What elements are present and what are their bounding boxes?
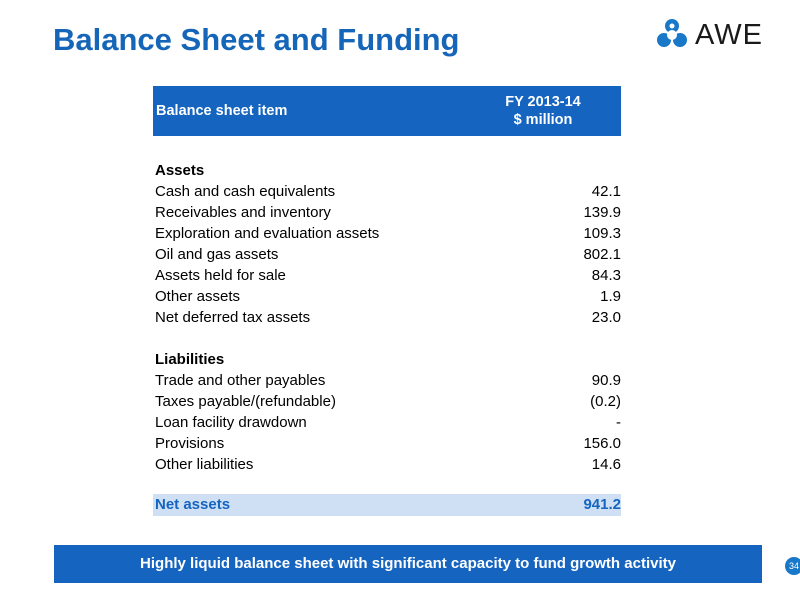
net-assets-row: Net assets 941.2 [153,494,621,516]
row-value: 109.3 [583,225,621,242]
row-label: Receivables and inventory [155,204,331,221]
row-label: Taxes payable/(refundable) [155,393,336,410]
column-header-fy: FY 2013-14 $ million [483,93,603,129]
row-label: Assets held for sale [155,267,286,284]
table-row: Other liabilities 14.6 [155,454,621,475]
row-label: Cash and cash equivalents [155,183,336,200]
liabilities-heading: Liabilities [155,351,225,368]
row-label: Other liabilities [155,456,254,473]
row-label: Oil and gas assets [155,246,279,263]
row-value: 139.9 [583,204,621,221]
table-row: Receivables and inventory 139.9 [155,202,621,223]
row-label: Exploration and evaluation assets [155,225,380,242]
logo-text: AWE [695,18,763,51]
assets-heading: Assets [155,162,205,179]
table-row: Assets held for sale 84.3 [155,265,621,286]
row-label: Loan facility drawdown [155,414,307,431]
table-row: Trade and other payables 90.9 [155,370,621,391]
row-value: 90.9 [591,372,621,389]
row-label: Other assets [155,288,241,305]
column-header-year: FY 2013-14 [505,94,581,110]
row-value: 23.0 [591,309,621,326]
row-value: 1.9 [600,288,621,305]
row-value: 14.6 [591,456,621,473]
row-label: Net deferred tax assets [155,309,311,326]
company-logo: AWE [655,17,763,53]
row-value: 156.0 [583,435,621,452]
table-row: Loan facility drawdown - [155,412,621,433]
row-value: 84.3 [591,267,621,284]
summary-banner: Highly liquid balance sheet with signifi… [54,545,762,583]
row-value: 42.1 [591,183,621,200]
slide-title: Balance Sheet and Funding [53,22,460,57]
table-row: Taxes payable/(refundable) (0.2) [155,391,621,412]
page-number-badge: 34 [785,557,800,575]
row-value: - [616,414,621,431]
table-row: Exploration and evaluation assets 109.3 [155,223,621,244]
net-assets-value: 941.2 [583,496,621,513]
row-value: 802.1 [583,246,621,263]
table-row: Provisions 156.0 [155,433,621,454]
table-row: Other assets 1.9 [155,286,621,307]
row-label: Provisions [155,435,225,452]
awe-logo-icon [657,19,687,47]
table-row: Oil and gas assets 802.1 [155,244,621,265]
table-row: Net deferred tax assets 23.0 [155,307,621,328]
column-header-unit: $ million [513,112,573,128]
row-value: (0.2) [590,393,621,410]
row-label: Trade and other payables [155,372,326,389]
table-row: Cash and cash equivalents 42.1 [155,181,621,202]
net-assets-label: Net assets [155,496,231,513]
table-header: Balance sheet item FY 2013-14 $ million [153,86,621,136]
column-header-item: Balance sheet item [156,103,288,119]
